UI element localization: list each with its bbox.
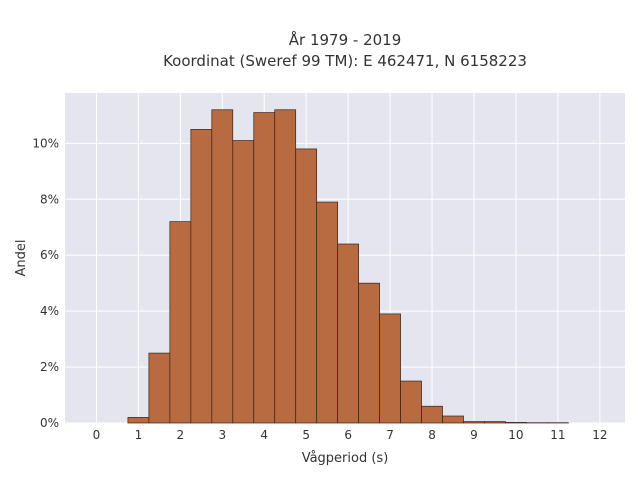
x-tick-label: 4 [260,428,268,442]
y-tick-label: 0% [40,416,59,430]
histogram-bar [443,416,464,423]
x-tick-label: 0 [93,428,101,442]
histogram-bar [359,283,380,423]
histogram-bar [128,417,149,423]
x-tick-label: 12 [592,428,607,442]
x-tick-label: 1 [135,428,143,442]
x-tick-label: 7 [386,428,394,442]
x-axis-title: Vågperiod (s) [302,451,389,466]
histogram-bar [401,381,422,423]
chart-title-line1: År 1979 - 2019 [289,30,402,49]
histogram-bar [380,314,401,423]
histogram-bar [149,353,170,423]
histogram-bar [212,110,233,423]
histogram-bar [296,149,317,423]
x-tick-label: 2 [177,428,185,442]
histogram-bar [233,141,254,423]
y-tick-label: 10% [32,136,59,150]
histogram-bar [422,406,443,423]
x-tick-label: 3 [218,428,226,442]
histogram-bar [505,422,526,423]
histogram-bar [275,110,296,423]
chart-title-line2: Koordinat (Sweref 99 TM): E 462471, N 61… [163,52,527,70]
x-tick-label: 9 [470,428,478,442]
y-tick-label: 6% [40,248,59,262]
y-tick-label: 8% [40,192,59,206]
histogram-bar [338,244,359,423]
x-tick-label: 11 [550,428,565,442]
x-tick-label: 5 [302,428,310,442]
y-axis-title: Andel [14,240,29,277]
x-tick-label: 8 [428,428,436,442]
x-tick-label: 10 [508,428,523,442]
histogram-bar [317,202,338,423]
y-tick-label: 2% [40,360,59,374]
histogram-bar [191,129,212,423]
x-tick-label: 6 [344,428,352,442]
histogram-bar [484,422,505,423]
histogram-bar [254,113,275,423]
histogram-bar [170,222,191,423]
histogram-bar [464,422,485,423]
y-tick-label: 4% [40,304,59,318]
